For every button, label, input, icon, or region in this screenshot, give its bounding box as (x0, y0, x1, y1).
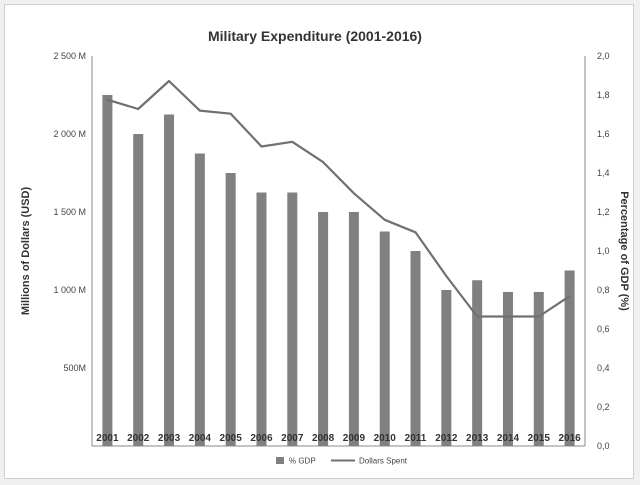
bar-2007 (287, 192, 298, 446)
bar-2003 (164, 114, 175, 446)
chart-frame: Military Expenditure (2001-2016) 500M 1 0… (4, 4, 634, 479)
bar-2001 (102, 95, 113, 446)
bar-2013 (472, 280, 483, 446)
line-point-2002 (137, 108, 140, 110)
line-point-2007 (291, 141, 294, 143)
y2-tick-label: 1,8 (597, 90, 610, 100)
line-point-2014 (507, 315, 509, 318)
right-axis-ticks: 0,0 0,2 0,4 0,6 0,8 1,0 1,2 1,4 1,6 1,8 2,0 (597, 51, 610, 451)
x-tick-label: 2016 (558, 433, 581, 444)
x-tick-label: 2004 (189, 433, 212, 444)
bar-2005 (225, 173, 236, 446)
bar-2008 (318, 212, 329, 446)
line-series-dollars (106, 79, 571, 318)
bar-2016 (564, 270, 575, 446)
line-point-2012 (445, 275, 448, 277)
bar-2006 (256, 192, 267, 446)
y2-tick-label: 0,8 (597, 285, 610, 295)
y2-tick-label: 1,4 (597, 168, 610, 178)
line-point-2003 (168, 80, 170, 82)
y-tick-label: 2 000 M (53, 129, 86, 139)
x-tick-label: 2005 (220, 433, 243, 444)
y-tick-label: 1 500 M (53, 207, 86, 217)
y2-tick-label: 0,6 (597, 324, 610, 334)
y2-tick-label: 2,0 (597, 51, 610, 61)
line-point-2016 (568, 295, 571, 298)
bar-2011 (410, 251, 421, 446)
line-point-2013 (476, 315, 478, 318)
chart: Military Expenditure (2001-2016) 500M 1 0… (20, 28, 630, 466)
bar-2004 (194, 153, 205, 446)
legend-swatch-gdp (276, 457, 284, 464)
bar-2014 (502, 291, 513, 446)
y2-tick-label: 1,6 (597, 129, 610, 139)
x-tick-label: 2001 (96, 433, 119, 444)
x-tick-label: 2014 (497, 433, 520, 444)
dollars-spent-line (107, 79, 571, 318)
legend-label-dollars: Dollars Spent (359, 457, 408, 466)
line-point-2015 (537, 315, 540, 318)
bar-2010 (379, 231, 390, 446)
y2-tick-label: 0,0 (597, 441, 610, 451)
line-point-2008 (322, 161, 324, 163)
line-point-2009 (353, 192, 355, 195)
y2-axis-label: Percentage of GDP (%) (618, 191, 630, 311)
legend: % GDP Dollars Spent (276, 457, 408, 466)
y2-tick-label: 0,4 (597, 363, 610, 373)
y2-tick-label: 1,0 (597, 246, 610, 256)
y-tick-label: 500M (63, 363, 86, 373)
x-tick-label: 2011 (405, 433, 427, 444)
y-tick-label: 1 000 M (53, 285, 86, 295)
bar-2009 (348, 212, 359, 446)
x-tick-label: 2006 (250, 433, 273, 444)
x-tick-label: 2007 (281, 433, 304, 444)
line-point-2011 (414, 231, 417, 234)
bar-2002 (133, 134, 144, 446)
legend-label-gdp: % GDP (289, 457, 316, 466)
y-tick-label: 2 500 M (53, 51, 86, 61)
x-tick-label: 2010 (374, 433, 397, 444)
chart-title: Military Expenditure (2001-2016) (208, 28, 422, 44)
y-axis-label: Millions of Dollars (USD) (20, 186, 32, 315)
x-tick-label: 2009 (343, 433, 366, 444)
x-tick-label: 2008 (312, 433, 335, 444)
x-tick-label: 2012 (435, 433, 458, 444)
y2-tick-label: 0,2 (597, 402, 610, 412)
y2-tick-label: 1,2 (597, 207, 610, 217)
x-axis-ticks: 2001 2002 2003 2004 2005 2006 2007 2008 2009 2010… (96, 433, 581, 444)
bar-2015 (533, 291, 544, 446)
x-tick-label: 2003 (158, 433, 181, 444)
bar-series-gdp (102, 95, 575, 446)
left-axis-ticks: 500M 1 000 M 1 500 M 2 000 M 2 500 M (53, 51, 86, 373)
x-tick-label: 2013 (466, 433, 489, 444)
line-point-2004 (199, 109, 201, 112)
x-tick-label: 2015 (528, 433, 551, 444)
x-tick-label: 2002 (127, 433, 150, 444)
line-point-2001 (106, 98, 109, 101)
bar-2012 (441, 290, 452, 446)
line-point-2005 (229, 112, 232, 115)
line-point-2010 (383, 219, 386, 221)
line-point-2006 (260, 145, 263, 148)
